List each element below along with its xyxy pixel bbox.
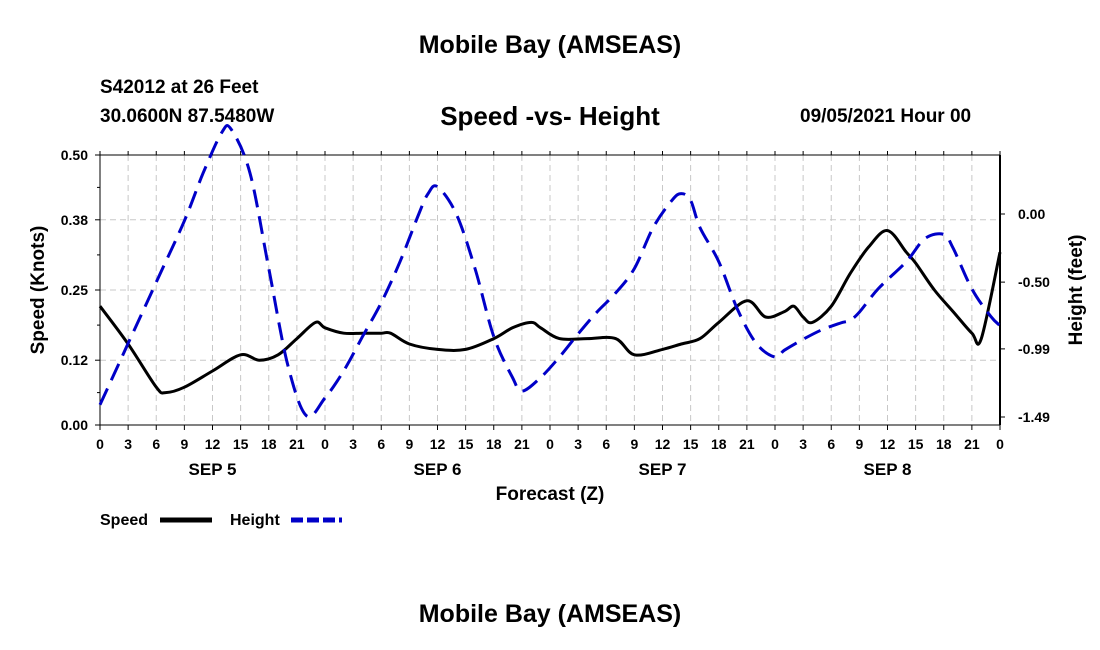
x-tick-label: 21 (739, 436, 755, 452)
x-tick-label: 15 (458, 436, 474, 452)
x-tick-label: 6 (152, 436, 160, 452)
x-tick-label: 18 (261, 436, 277, 452)
x-tick-label: 0 (996, 436, 1004, 452)
x-tick-label: 12 (655, 436, 671, 452)
y2-tick-label: -1.49 (1018, 409, 1050, 425)
x-tick-label: 6 (827, 436, 835, 452)
x-tick-label: 18 (711, 436, 727, 452)
x-tick-label: 18 (936, 436, 952, 452)
axis-ticks: 0.00 0.12 0.25 0.38 0.50 -1.49 -0.99 -0.50 0.00 0… (61, 147, 1050, 479)
x-tick-label: 0 (96, 436, 104, 452)
y-tick-label: 0.50 (61, 147, 88, 163)
legend-label-speed: Speed (100, 512, 148, 529)
x-tick-label: 3 (124, 436, 132, 452)
x-tick-label: 0 (546, 436, 554, 452)
y2-tick-label: -0.50 (1018, 274, 1050, 290)
x-tick-label: 12 (430, 436, 446, 452)
y-tick-label: 0.25 (61, 282, 88, 298)
x-tick-label: 15 (908, 436, 924, 452)
series-lines (98, 123, 1002, 419)
day-label: SEP 6 (414, 460, 462, 479)
chart-subtitle: Speed -vs- Height (440, 101, 660, 131)
day-label: SEP 5 (189, 460, 237, 479)
timestamp-label: 09/05/2021 Hour 00 (800, 106, 972, 127)
speed-height-chart: 0.00 0.12 0.25 0.38 0.50 -1.49 -0.99 -0.50 0.00 0… (28, 123, 1087, 529)
x-tick-label: 3 (349, 436, 357, 452)
x-axis-label: Forecast (Z) (496, 484, 605, 505)
station-label: S42012 at 26 Feet (100, 77, 259, 98)
x-tick-label: 12 (880, 436, 896, 452)
y2-tick-label: -0.99 (1018, 341, 1050, 357)
day-label: SEP 8 (864, 460, 912, 479)
bottom-title: Mobile Bay (AMSEAS) (418, 600, 682, 628)
x-tick-label: 18 (486, 436, 502, 452)
grid-lines (100, 155, 1000, 425)
x-tick-label: 9 (855, 436, 863, 452)
x-tick-label: 0 (771, 436, 779, 452)
y-tick-label: 0.12 (61, 352, 88, 368)
series-line-speed (98, 229, 1002, 395)
x-tick-label: 21 (964, 436, 980, 452)
y-axis-label: Speed (Knots) (28, 226, 49, 355)
legend-label-height: Height (230, 512, 280, 529)
x-tick-label: 9 (405, 436, 413, 452)
top-title: Mobile Bay (AMSEAS) (418, 31, 682, 59)
x-tick-label: 6 (602, 436, 610, 452)
x-tick-label: 6 (377, 436, 385, 452)
x-tick-label: 15 (233, 436, 249, 452)
x-tick-label: 0 (321, 436, 329, 452)
y2-tick-label: 0.00 (1018, 206, 1045, 222)
x-tick-label: 12 (205, 436, 221, 452)
x-tick-label: 3 (799, 436, 807, 452)
y-tick-label: 0.00 (61, 417, 88, 433)
day-label: SEP 7 (639, 460, 687, 479)
x-tick-label: 21 (289, 436, 305, 452)
series-line-height (98, 123, 1002, 419)
coordinates-label: 30.0600N 87.5480W (100, 106, 275, 127)
x-tick-label: 15 (683, 436, 699, 452)
x-tick-label: 9 (180, 436, 188, 452)
y2-axis-label: Height (feet) (1066, 235, 1087, 346)
x-tick-label: 9 (630, 436, 638, 452)
y-tick-label: 0.38 (61, 212, 88, 228)
x-tick-label: 21 (514, 436, 530, 452)
x-tick-label: 3 (574, 436, 582, 452)
legend: Speed Height (100, 512, 342, 529)
